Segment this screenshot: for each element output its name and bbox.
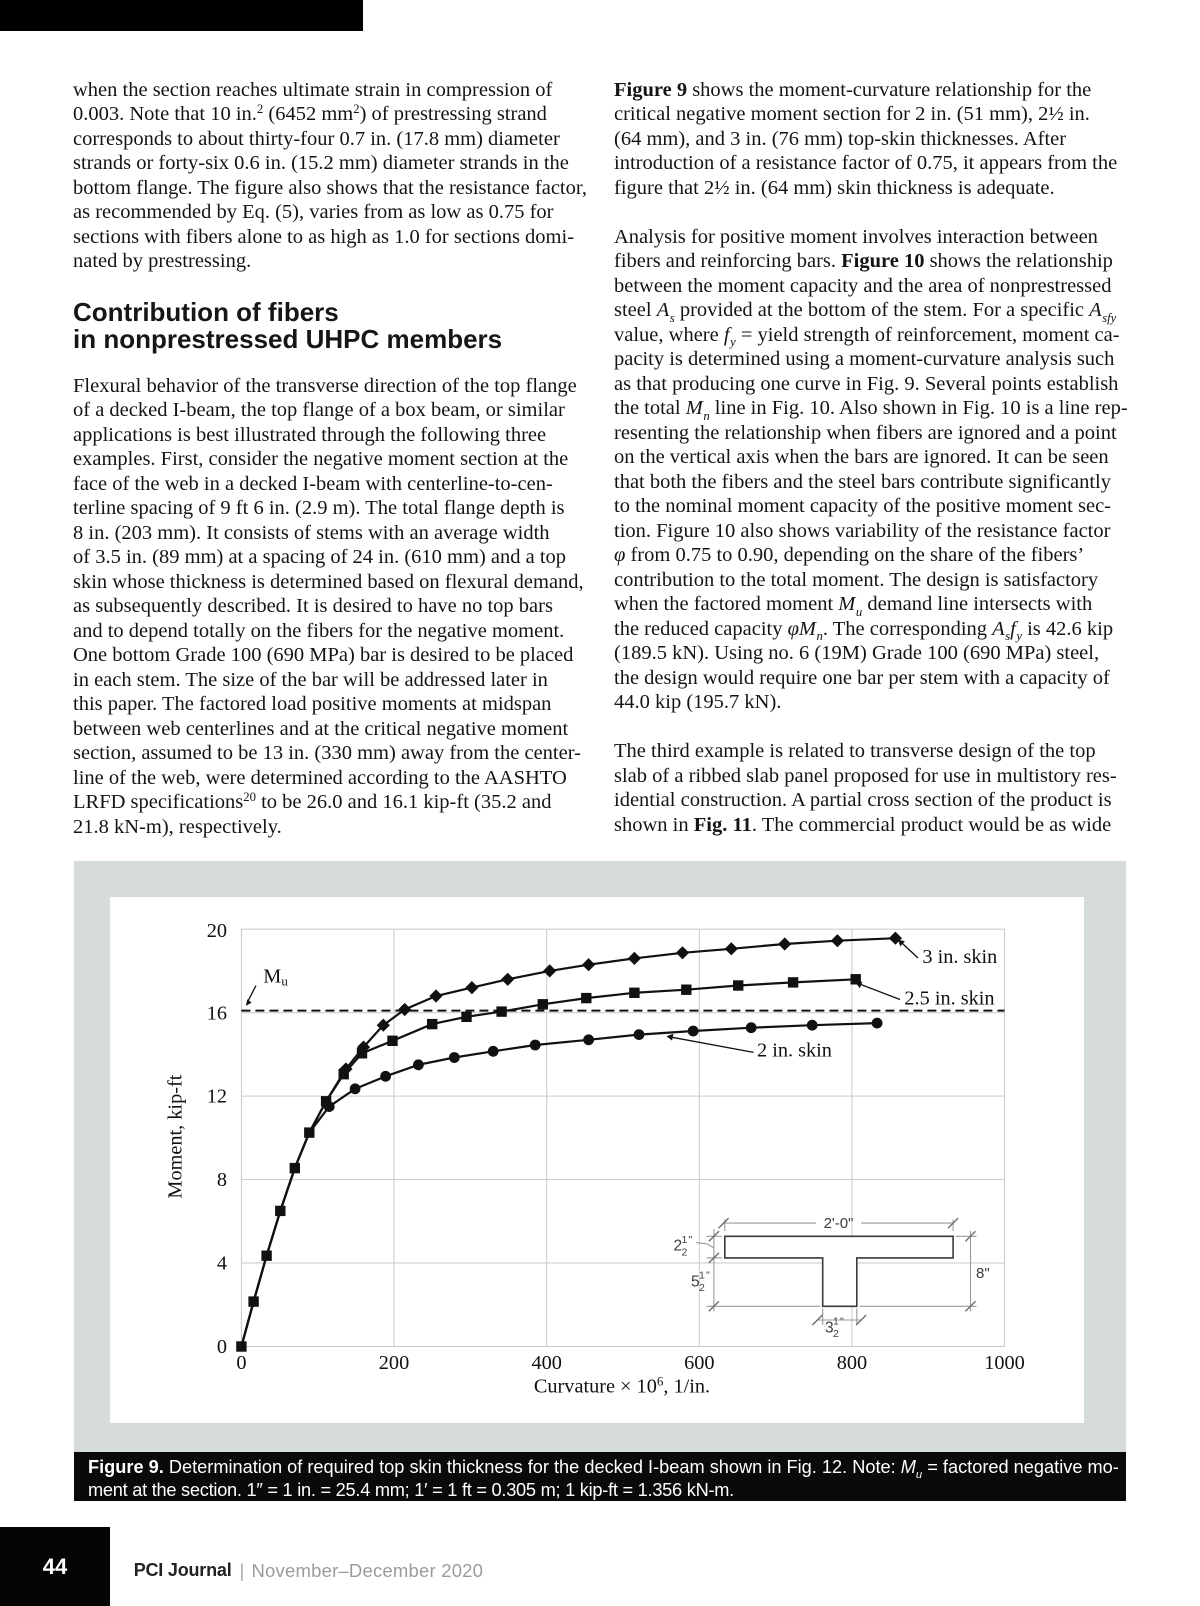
svg-text:8: 8 xyxy=(217,1169,227,1191)
svg-text:": " xyxy=(706,1270,710,1282)
svg-text:2: 2 xyxy=(674,1238,683,1255)
svg-text:": " xyxy=(840,1316,844,1328)
svg-text:8": 8" xyxy=(976,1265,990,1282)
svg-text:": " xyxy=(689,1234,693,1246)
svg-text:2: 2 xyxy=(833,1328,839,1340)
svg-text:Mu: Mu xyxy=(263,965,288,988)
svg-text:3 in. skin: 3 in. skin xyxy=(922,946,997,968)
svg-text:12: 12 xyxy=(207,1086,227,1108)
svg-text:2.5 in. skin: 2.5 in. skin xyxy=(904,988,994,1010)
svg-text:20: 20 xyxy=(207,920,227,942)
svg-text:1: 1 xyxy=(699,1270,705,1282)
svg-text:0: 0 xyxy=(236,1352,246,1374)
svg-text:1: 1 xyxy=(682,1234,688,1246)
svg-text:0: 0 xyxy=(217,1336,227,1358)
svg-text:4: 4 xyxy=(217,1253,227,1275)
svg-text:200: 200 xyxy=(379,1352,409,1374)
svg-text:2: 2 xyxy=(699,1282,705,1294)
svg-text:16: 16 xyxy=(207,1002,227,1024)
svg-text:600: 600 xyxy=(684,1352,714,1374)
svg-text:2 in. skin: 2 in. skin xyxy=(757,1040,832,1062)
svg-text:5: 5 xyxy=(691,1273,700,1290)
svg-text:3: 3 xyxy=(825,1319,834,1336)
svg-text:800: 800 xyxy=(837,1352,867,1374)
svg-text:Curvature × 106, 1/in.: Curvature × 106, 1/in. xyxy=(534,1374,710,1398)
svg-text:2'-0": 2'-0" xyxy=(824,1215,854,1232)
svg-text:1000: 1000 xyxy=(984,1352,1025,1374)
svg-text:2: 2 xyxy=(682,1247,688,1259)
svg-text:1: 1 xyxy=(833,1316,839,1328)
svg-text:400: 400 xyxy=(531,1352,561,1374)
svg-text:Moment, kip-ft: Moment, kip-ft xyxy=(165,1074,187,1198)
